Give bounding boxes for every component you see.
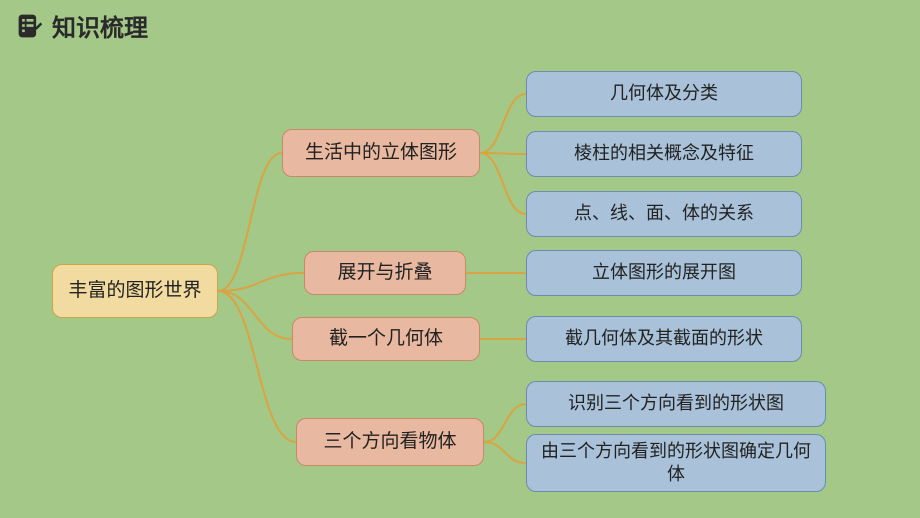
mid-node-m3: 截一个几何体: [292, 317, 480, 361]
root-node: 丰富的图形世界: [52, 264, 218, 318]
leaf-node-l6: 识别三个方向看到的形状图: [526, 381, 826, 427]
page-header: 知识梳理: [0, 0, 920, 51]
mid-node-m2: 展开与折叠: [304, 251, 466, 295]
leaf-node-l2: 棱柱的相关概念及特征: [526, 131, 802, 177]
notes-edit-icon: [16, 12, 44, 40]
page-title: 知识梳理: [52, 8, 148, 43]
mid-node-m4: 三个方向看物体: [296, 418, 484, 466]
leaf-node-l7: 由三个方向看到的形状图确定几何体: [526, 434, 826, 492]
leaf-node-l5: 截几何体及其截面的形状: [526, 316, 802, 362]
leaf-node-l3: 点、线、面、体的关系: [526, 191, 802, 237]
mid-node-m1: 生活中的立体图形: [282, 129, 480, 177]
leaf-node-l4: 立体图形的展开图: [526, 250, 802, 296]
leaf-node-l1: 几何体及分类: [526, 71, 802, 117]
